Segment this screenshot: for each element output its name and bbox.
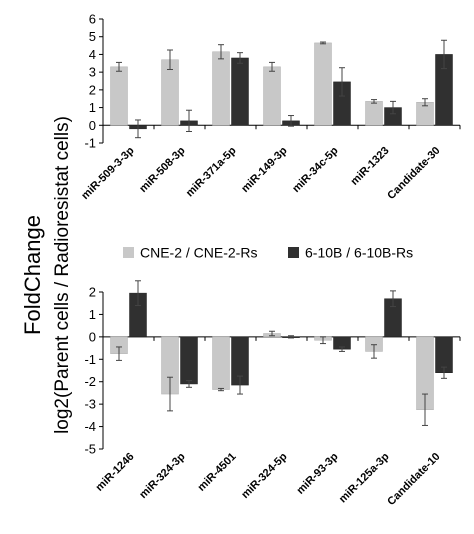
x-category-label: miR-125a-3p — [337, 450, 392, 505]
legend: CNE-2 / CNE-2-Rs 6-10B / 6-10B-Rs — [123, 245, 413, 261]
x-category-label: miR-324-3p — [137, 450, 188, 501]
bar-610b — [180, 336, 198, 385]
bar-cne2 — [212, 51, 230, 126]
x-category-label: miR-371a-5p — [184, 144, 239, 199]
legend-label: CNE-2 / CNE-2-Rs — [140, 245, 257, 261]
y-tick-label: -4 — [84, 419, 96, 434]
bar-cne2 — [263, 66, 281, 126]
legend-label: 6-10B / 6-10B-Rs — [305, 245, 413, 261]
x-category-label: miR-93-3p — [295, 450, 341, 496]
legend-swatch — [288, 247, 299, 258]
x-category-label: miR-1246 — [94, 451, 137, 494]
legend-swatch — [123, 247, 134, 258]
bar-610b — [231, 57, 249, 126]
top-panel: -1 0 1 2 3 4 5 6 miR-509-3-3p miR-508-3pmiR-371a-… — [79, 12, 461, 202]
x-category-label: Candidate-10 — [385, 451, 442, 508]
y-tick-label: 2 — [89, 285, 96, 300]
y-tick-label: 5 — [89, 29, 96, 44]
y-tick-label: 4 — [89, 47, 96, 62]
x-category-label: miR-4501 — [196, 451, 239, 494]
x-category-label: Candidate-30 — [385, 145, 442, 202]
y-tick-label: 0 — [89, 118, 96, 133]
bar-cne2 — [365, 101, 383, 126]
bar-cne2 — [314, 42, 332, 126]
y-axis-title-line1: FoldChange — [20, 215, 45, 335]
x-category-label: miR-509-3-3p — [79, 144, 137, 202]
x-category-label: miR-149-3p — [239, 144, 290, 195]
y-tick-label: -2 — [84, 374, 96, 389]
bar-cne2 — [212, 336, 230, 390]
y-tick-label: 2 — [89, 82, 96, 97]
y-tick-label: -5 — [84, 442, 96, 457]
y-tick-label: 3 — [89, 65, 96, 80]
y-tick-label: -1 — [84, 136, 96, 151]
x-category-label: miR-324-5p — [239, 450, 290, 501]
y-tick-label: 6 — [89, 12, 96, 27]
x-category-label: miR-34c-5p — [290, 144, 341, 195]
y-axis-title-line2: log2(Parent cells / Radioresistat cells) — [52, 116, 73, 434]
y-tick-label: -3 — [84, 397, 96, 412]
y-tick-label: 1 — [89, 307, 96, 322]
y-tick-label: 0 — [89, 329, 96, 344]
y-tick-label: -1 — [84, 352, 96, 367]
x-category-label: miR-1323 — [349, 145, 392, 188]
y-tick-label: 1 — [89, 100, 96, 115]
x-category-label: miR-508-3p — [137, 144, 188, 195]
bar-cne2 — [110, 66, 128, 126]
